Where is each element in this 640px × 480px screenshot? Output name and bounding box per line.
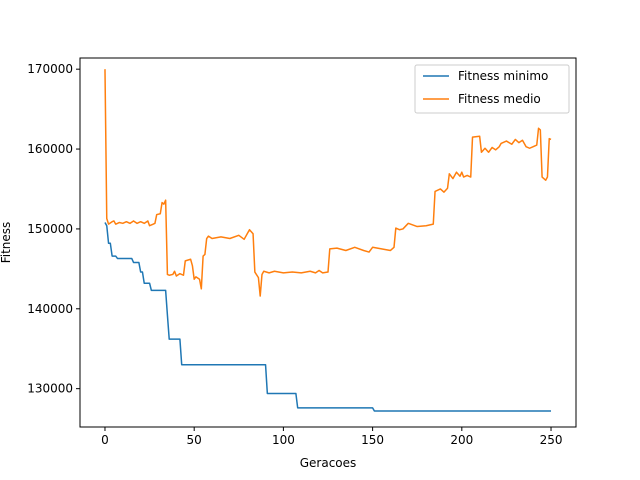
x-tick-label: 150	[361, 433, 384, 447]
legend-label-1: Fitness medio	[458, 92, 541, 106]
y-tick-label: 130000	[27, 382, 73, 396]
legend-box	[414, 64, 570, 114]
y-axis-ticks: 130000 140000 150000 160000 170000	[27, 62, 80, 396]
x-axis-label: Geracoes	[300, 456, 357, 470]
x-tick-label: 200	[450, 433, 473, 447]
y-tick-label: 170000	[27, 62, 73, 76]
y-tick-label: 140000	[27, 302, 73, 316]
series-line-1	[104, 69, 552, 297]
x-tick-label: 0	[101, 433, 109, 447]
plot-lines	[104, 69, 552, 412]
y-axis-label: Fitness	[0, 222, 13, 264]
legend: Fitness minimo Fitness medio	[414, 64, 570, 114]
x-tick-label: 50	[187, 433, 202, 447]
series-line-0	[104, 222, 552, 412]
axes-frame	[79, 57, 577, 428]
x-axis-ticks: 0 50 100 150 200 250	[101, 427, 562, 447]
x-tick-label: 250	[540, 433, 563, 447]
legend-label-0: Fitness minimo	[458, 69, 548, 83]
y-tick-label: 150000	[27, 222, 73, 236]
x-tick-label: 100	[272, 433, 295, 447]
y-tick-label: 160000	[27, 142, 73, 156]
